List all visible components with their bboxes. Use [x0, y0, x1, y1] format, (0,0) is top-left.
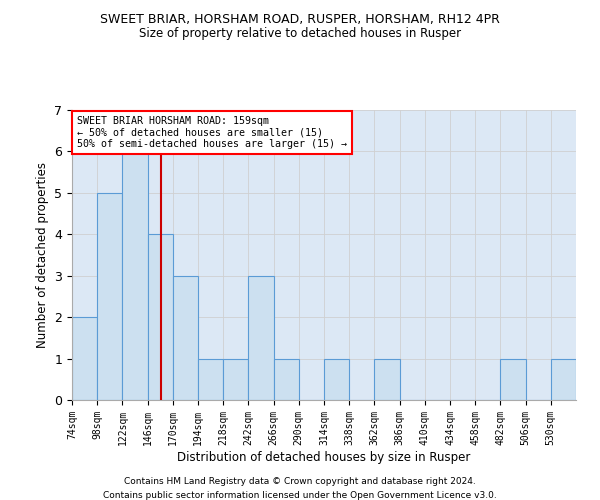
Y-axis label: Number of detached properties: Number of detached properties — [36, 162, 49, 348]
Bar — [72, 317, 97, 400]
Bar — [97, 193, 122, 400]
X-axis label: Distribution of detached houses by size in Rusper: Distribution of detached houses by size … — [178, 450, 470, 464]
Bar — [324, 358, 349, 400]
Bar — [122, 152, 148, 400]
Bar — [551, 358, 576, 400]
Bar — [500, 358, 526, 400]
Bar — [248, 276, 274, 400]
Text: Contains public sector information licensed under the Open Government Licence v3: Contains public sector information licen… — [103, 491, 497, 500]
Text: Size of property relative to detached houses in Rusper: Size of property relative to detached ho… — [139, 28, 461, 40]
Text: SWEET BRIAR HORSHAM ROAD: 159sqm
← 50% of detached houses are smaller (15)
50% o: SWEET BRIAR HORSHAM ROAD: 159sqm ← 50% o… — [77, 116, 347, 149]
Text: Contains HM Land Registry data © Crown copyright and database right 2024.: Contains HM Land Registry data © Crown c… — [124, 478, 476, 486]
Bar — [148, 234, 173, 400]
Bar — [274, 358, 299, 400]
Bar — [173, 276, 198, 400]
Bar — [374, 358, 400, 400]
Bar — [198, 358, 223, 400]
Text: SWEET BRIAR, HORSHAM ROAD, RUSPER, HORSHAM, RH12 4PR: SWEET BRIAR, HORSHAM ROAD, RUSPER, HORSH… — [100, 12, 500, 26]
Bar — [223, 358, 248, 400]
